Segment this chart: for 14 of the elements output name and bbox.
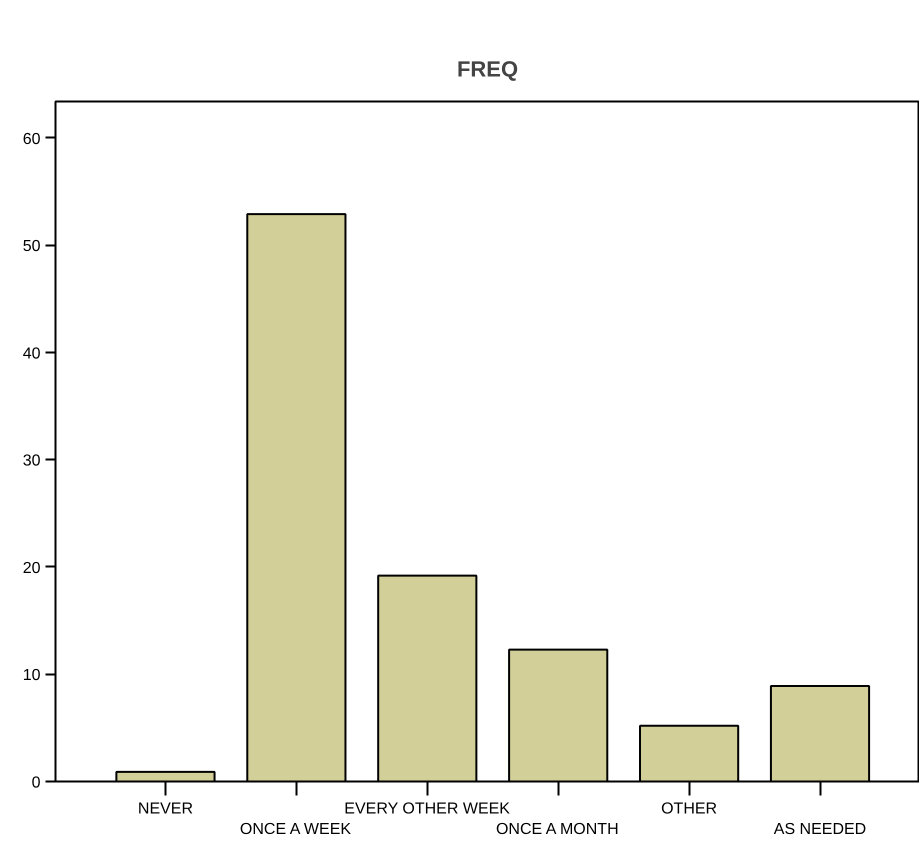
y-tick-label: 10 [22,667,41,684]
y-tick-label: 60 [22,130,41,148]
y-tick-label: 30 [22,452,41,470]
y-tick-label: 20 [22,560,41,577]
y-tick-label: 50 [22,238,41,256]
x-tick-label: EVERY OTHER WEEK [344,800,510,818]
y-tick-label: 0 [32,774,41,792]
x-tick-label: NEVER [138,800,194,818]
chart-title: FREQ [456,56,518,82]
x-tick-label: AS NEEDED [774,820,866,838]
y-tick-label: 40 [22,345,41,362]
x-tick-label: ONCE A WEEK [240,820,352,838]
x-tick-label: ONCE A MONTH [496,820,619,838]
x-tick-label: OTHER [661,800,718,818]
